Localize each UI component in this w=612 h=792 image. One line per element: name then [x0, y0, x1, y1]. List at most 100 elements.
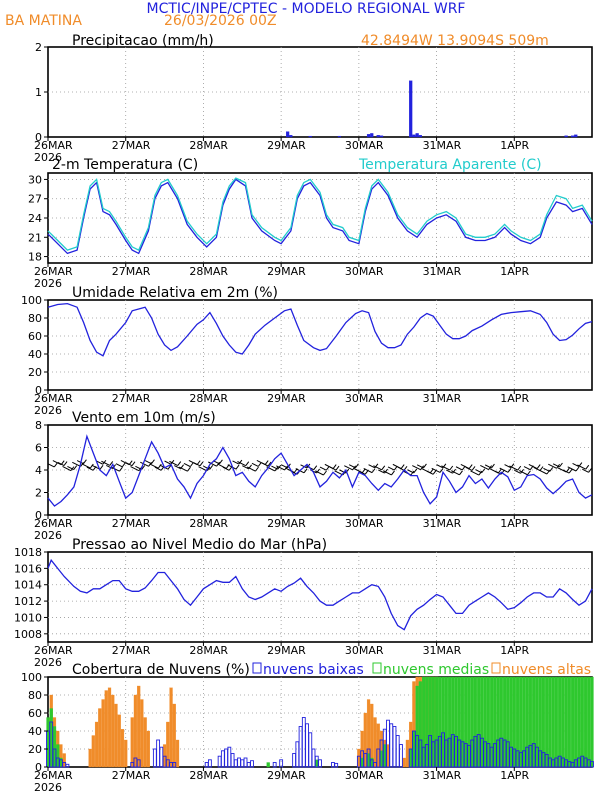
gridlines [48, 300, 592, 390]
x-year-label: 2026 [34, 656, 62, 669]
x-ticks: 26MAR 27MAR 28MAR 29MAR 30MAR 31MAR 1APR 2026 [34, 390, 529, 417]
wind-barb-flag [539, 466, 544, 471]
cloud-bar [169, 687, 173, 768]
panel-vento: Vento em 10m (m/s) 0 2 4 6 8 26MAR 27MAR 28MAR… [34, 410, 593, 542]
wind-barb [426, 470, 434, 475]
wind-barb-flag [449, 465, 454, 471]
wind-barb [86, 466, 94, 471]
y-tick-label: 18 [28, 251, 42, 264]
cloud-bar [389, 723, 394, 768]
wind-barb-flag [432, 469, 437, 475]
cloud-bar [88, 748, 92, 768]
wind-barb-flag [568, 468, 573, 474]
x-tick-label: 27MAR [112, 517, 151, 530]
y-tick-label: 1 [35, 86, 42, 99]
legend-box-baixas [252, 662, 262, 674]
panel-title: Precipitacao (mm/h) [72, 33, 214, 49]
cloud-bar [120, 729, 125, 768]
cloud-bar [272, 762, 277, 768]
wind-barb [130, 466, 140, 472]
panel-title: Pressao ao Nivel Medio do Mar (hPa) [72, 537, 327, 553]
wind-barb [334, 470, 344, 476]
cloud-bar [318, 759, 322, 768]
wind-barb [193, 462, 201, 467]
wind-barb [436, 464, 444, 469]
precip-bar [308, 135, 312, 138]
y-tick-label: 60 [28, 330, 42, 343]
x-year-label: 2026 [34, 151, 62, 164]
x-tick-label: 26MAR [34, 139, 73, 152]
wind-barb [208, 461, 217, 467]
panel-frame [47, 551, 593, 643]
series-marks [47, 434, 593, 507]
wind-barb [62, 466, 72, 472]
x-ticks: 26MAR 27MAR 28MAR 29MAR 30MAR 31MAR 1APR 2026 [34, 515, 529, 542]
precip-bar [564, 135, 568, 138]
wind-barb [47, 463, 55, 468]
x-tick-label: 26MAR [34, 517, 73, 530]
wind-barb [246, 466, 256, 472]
y-ticks: 18 21 24 27 30 [28, 173, 48, 264]
cloud-bar [561, 676, 565, 768]
x-ticks: 26MAR 27MAR 28MAR 29MAR 30MAR 31MAR 1APR 2026 [34, 767, 529, 792]
precip-bar [409, 80, 413, 138]
wind-barb [475, 469, 482, 474]
panel-frame [47, 299, 593, 391]
wind-barb [567, 466, 577, 472]
x-tick-label: 30MAR [345, 769, 384, 782]
cloud-bar [133, 694, 138, 768]
wind-barb [198, 466, 208, 472]
wind-barb-flag [384, 468, 388, 474]
series-marks [47, 558, 593, 631]
cloud-bar [295, 741, 300, 768]
wind-barb-flag [546, 469, 551, 475]
wind-barb-flag [189, 462, 194, 467]
wind-barb [154, 466, 162, 471]
wind-barb [514, 469, 521, 474]
wind-barb [329, 466, 337, 471]
cloud-bar [583, 676, 588, 768]
wind-barb [174, 465, 181, 470]
y-tick-label: 0 [35, 761, 42, 774]
precip-bar [415, 133, 419, 138]
wind-barb [499, 467, 509, 473]
cloud-bar [237, 757, 241, 768]
cloud-bar [373, 717, 377, 768]
series-line [47, 178, 593, 255]
wind-barb-flag [497, 468, 502, 474]
cloud-bar [548, 676, 552, 768]
wind-barb [480, 464, 489, 471]
wind-barb [251, 462, 259, 467]
wind-barb [373, 465, 382, 471]
cloud-bar [49, 721, 54, 768]
x-tick-label: 27MAR [112, 265, 151, 278]
wind-barb-flag [575, 466, 580, 472]
cloud-bar [405, 739, 410, 768]
wind-barb-flag [177, 461, 182, 466]
x-tick-label: 28MAR [189, 265, 228, 278]
wind-barb [348, 464, 356, 469]
panel-umidade: Umidade Relativa em 2m (%) 020406080100 … [21, 285, 593, 417]
x-tick-label: 26MAR [34, 265, 73, 278]
cloud-bar [311, 748, 316, 768]
wind-barb [455, 466, 463, 471]
y-tick-label: 0 [35, 131, 42, 144]
wind-barb-flag [588, 467, 592, 473]
wind-barb [470, 470, 480, 476]
wind-barb [538, 469, 548, 475]
x-tick-label: 29MAR [267, 392, 306, 405]
wind-barb-flag [170, 459, 175, 465]
wind-barb-flag [413, 468, 418, 474]
y-ticks: 1008 1010 1012 1014 1016 1018 [14, 546, 48, 641]
wind-barb-flag [121, 462, 126, 468]
panel-temperatura: 2-m Temperatura (C) Temperatura Aparente… [28, 157, 593, 290]
wind-barb [582, 468, 589, 473]
wind-barb [397, 466, 405, 471]
wind-barb-flag [257, 462, 262, 467]
y-tick-label: 100 [21, 671, 42, 684]
wind-barb [57, 461, 65, 466]
cloud-bar [545, 676, 549, 768]
y-tick-label: 2 [35, 41, 42, 54]
y-tick-label: 0 [35, 384, 42, 397]
